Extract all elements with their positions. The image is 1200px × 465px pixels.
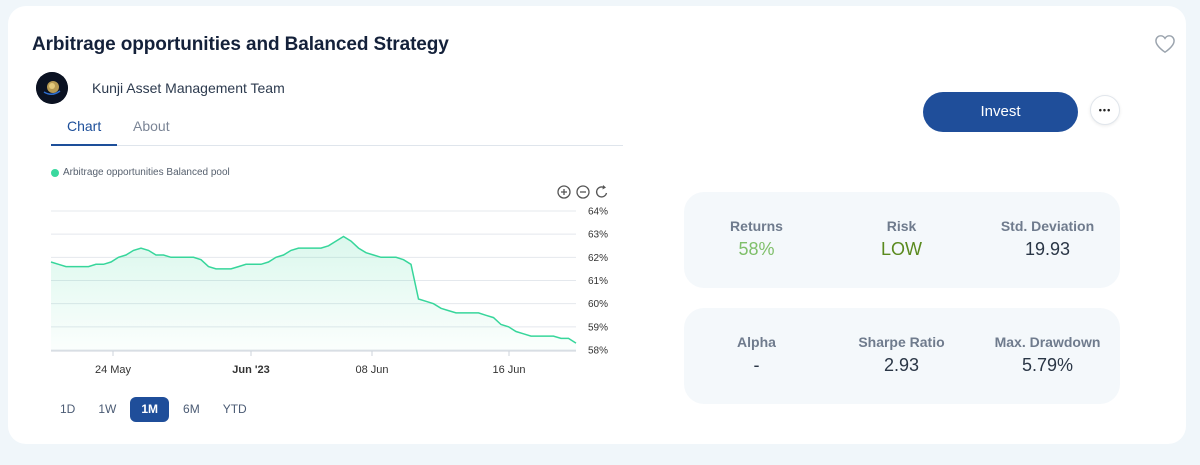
chart-legend[interactable]: Arbitrage opportunities Balanced pool <box>51 167 230 178</box>
more-dots-icon: ••• <box>1098 105 1112 115</box>
stat-label: Sharpe Ratio <box>858 334 945 350</box>
stat-value: 58% <box>738 239 775 259</box>
stat-alpha: Alpha - <box>684 308 829 376</box>
zoom-out-icon[interactable] <box>575 184 591 200</box>
author-name: Kunji Asset Management Team <box>92 80 285 96</box>
legend-label: Arbitrage opportunities Balanced pool <box>63 167 230 178</box>
chart-toolbar <box>556 184 610 200</box>
stat-value: 5.79% <box>1021 355 1074 375</box>
tab-chart[interactable]: Chart <box>51 113 118 146</box>
range-1m-button[interactable]: 1M <box>130 397 170 422</box>
stat-label: Max. Drawdown <box>994 334 1101 350</box>
stat-std-deviation: Std. Deviation 19.93 <box>975 192 1120 260</box>
range-ytd-button[interactable]: YTD <box>222 402 247 416</box>
reset-icon[interactable] <box>594 184 610 200</box>
stat-risk: Risk LOW <box>829 192 974 260</box>
stat-sharpe-ratio: Sharpe Ratio 2.93 <box>829 308 974 376</box>
tab-bar: Chart About <box>51 113 623 146</box>
stats-panel-secondary: Alpha - Sharpe Ratio 2.93 Max. Drawdown … <box>684 308 1120 404</box>
stat-max-drawdown: Max. Drawdown 5.79% <box>975 308 1120 376</box>
range-1d-button[interactable]: 1D <box>60 402 76 416</box>
range-1w-button[interactable]: 1W <box>98 402 117 416</box>
favorite-heart-icon[interactable] <box>1154 34 1176 54</box>
zoom-in-icon[interactable] <box>556 184 572 200</box>
stat-value: - <box>753 355 760 375</box>
stat-value: LOW <box>880 239 922 259</box>
invest-button[interactable]: Invest <box>923 92 1078 132</box>
stat-label: Alpha <box>737 334 776 350</box>
stat-label: Std. Deviation <box>1000 218 1095 234</box>
more-options-button[interactable]: ••• <box>1090 95 1120 125</box>
avatar <box>36 72 68 104</box>
range-selector: 1D 1W 1M 6M YTD <box>51 397 261 422</box>
stat-label: Returns <box>730 218 783 234</box>
legend-marker <box>51 168 59 177</box>
stat-label: Risk <box>886 218 917 234</box>
strategy-title: Arbitrage opportunities and Balanced Str… <box>32 34 449 55</box>
stat-value: 2.93 <box>883 355 920 375</box>
stat-returns: Returns 58% <box>684 192 829 260</box>
range-6m-button[interactable]: 6M <box>183 402 200 416</box>
stat-value: 19.93 <box>1024 239 1071 259</box>
tab-about[interactable]: About <box>133 118 170 134</box>
stats-panel-primary: Returns 58% Risk LOW Std. Deviation 19.9… <box>684 192 1120 288</box>
